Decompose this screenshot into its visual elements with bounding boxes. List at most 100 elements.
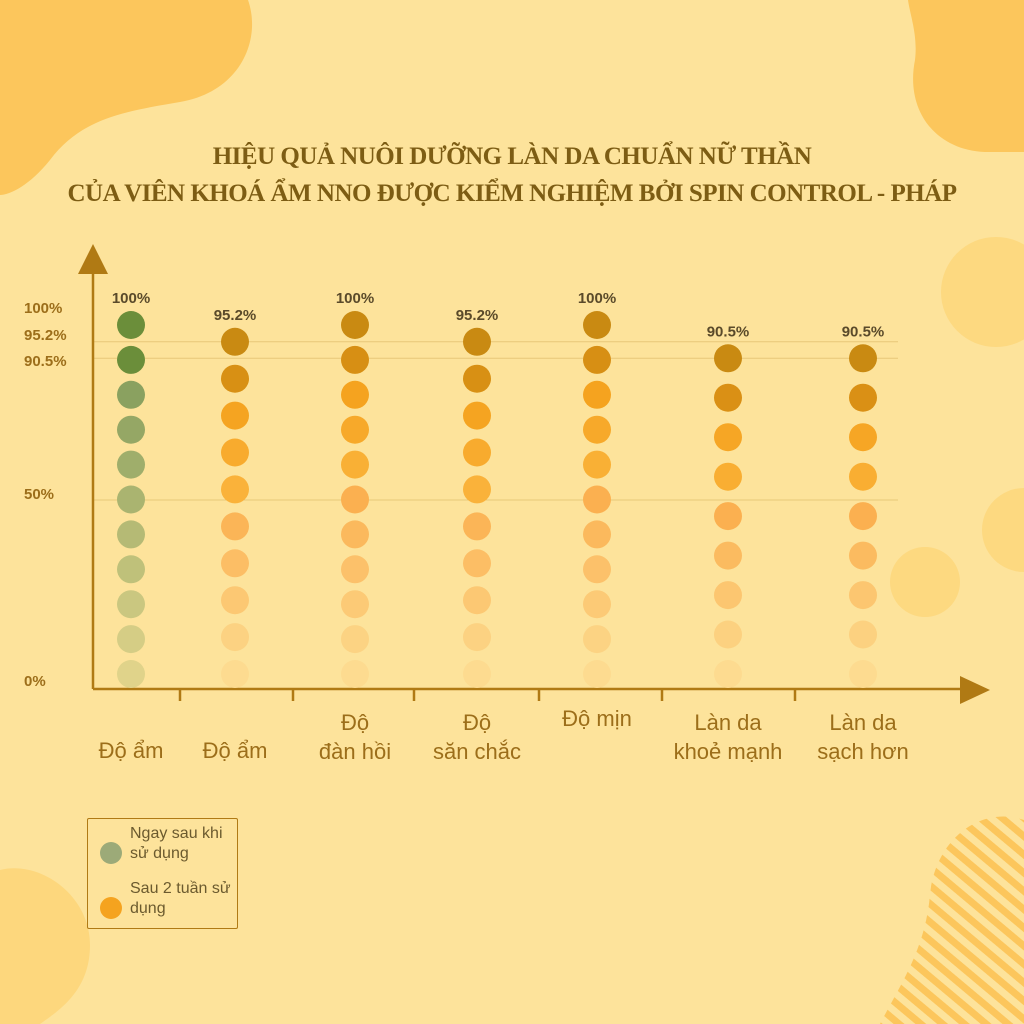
data-dot-3-3 <box>463 438 491 467</box>
column-0: 100% <box>112 290 150 688</box>
data-dot-2-5 <box>341 485 369 514</box>
data-dot-5-1 <box>714 383 742 412</box>
data-dot-6-6 <box>849 581 877 610</box>
data-dot-5-3 <box>714 462 742 491</box>
category-label-3: Độ săn chắc <box>433 710 521 764</box>
data-dot-1-7 <box>221 586 249 615</box>
data-dot-0-8 <box>117 590 145 619</box>
data-dot-2-10 <box>341 660 369 688</box>
data-dot-0-4 <box>117 450 145 479</box>
data-dot-6-7 <box>849 620 877 649</box>
circle-right-1 <box>941 237 1024 347</box>
data-dot-0-5 <box>117 485 145 514</box>
data-dot-4-6 <box>583 520 611 549</box>
data-dot-0-1 <box>117 345 145 374</box>
data-dot-4-8 <box>583 590 611 619</box>
data-dot-5-0 <box>714 344 742 373</box>
data-dot-5-5 <box>714 541 742 570</box>
legend: Ngay sau khi sử dụng Sau 2 tuần sử dụng <box>87 818 238 929</box>
data-dot-1-5 <box>221 512 249 541</box>
data-dot-3-7 <box>463 586 491 615</box>
category-label-6-line-0: Làn da <box>829 710 897 735</box>
data-dot-4-7 <box>583 555 611 584</box>
data-dot-6-1 <box>849 383 877 412</box>
data-dot-2-1 <box>341 345 369 374</box>
category-label-3-line-0: Độ <box>463 710 491 735</box>
category-label-0-line-0: Độ ẩm <box>99 738 164 763</box>
data-dot-0-0 <box>117 311 145 339</box>
blob-top-left <box>0 0 253 195</box>
data-dot-1-3 <box>221 438 249 467</box>
data-dot-6-8 <box>849 660 877 688</box>
category-label-6: Làn da sạch hơn <box>817 710 908 764</box>
data-dot-6-0 <box>849 344 877 373</box>
data-dot-0-3 <box>117 415 145 444</box>
data-dot-2-8 <box>341 590 369 619</box>
blob-top-right <box>908 0 1024 152</box>
data-dot-1-1 <box>221 364 249 393</box>
legend-label-immediate: Ngay sau khi sử dụng <box>130 825 223 862</box>
value-label-2: 100% <box>336 290 374 307</box>
data-dot-4-10 <box>583 660 611 688</box>
y-tick-label-1: 50% <box>24 486 54 503</box>
y-tick-label-0: 0% <box>24 673 46 690</box>
data-dot-2-6 <box>341 520 369 549</box>
data-dot-3-9 <box>463 660 491 688</box>
category-label-6-line-1: sạch hơn <box>817 739 908 764</box>
data-dot-1-2 <box>221 401 249 430</box>
blob-bottom-left <box>0 868 90 1024</box>
category-label-3-line-1: săn chắc <box>433 739 521 764</box>
y-tick-label-2: 90.5% <box>24 353 67 370</box>
x-axis-arrow <box>960 676 990 704</box>
data-dot-5-4 <box>714 502 742 531</box>
category-label-4-line-0: Độ mịn <box>562 706 632 731</box>
data-dot-2-3 <box>341 415 369 444</box>
category-label-1-line-0: Độ ẩm <box>203 738 268 763</box>
data-dot-0-6 <box>117 520 145 549</box>
value-label-1: 95.2% <box>214 307 257 324</box>
data-dot-4-3 <box>583 415 611 444</box>
data-dot-6-5 <box>849 541 877 570</box>
data-dot-3-2 <box>463 401 491 430</box>
column-2: 100% <box>336 290 374 688</box>
data-dot-2-4 <box>341 450 369 479</box>
data-dot-0-9 <box>117 625 145 654</box>
y-axis-arrow <box>78 244 108 274</box>
data-dot-1-9 <box>221 660 249 688</box>
legend-label-after-2-weeks: Sau 2 tuần sử dụng <box>130 880 231 917</box>
data-dot-5-2 <box>714 423 742 452</box>
data-dot-5-7 <box>714 620 742 649</box>
data-dot-3-4 <box>463 475 491 504</box>
x-axis-ticks <box>178 689 797 701</box>
category-label-5: Làn da khoẻ mạnh <box>674 710 783 764</box>
column-5: 90.5% <box>707 323 750 688</box>
data-dot-6-4 <box>849 502 877 531</box>
data-dot-2-2 <box>341 380 369 409</box>
data-dot-2-0 <box>341 311 369 339</box>
circle-right-2 <box>982 488 1024 572</box>
data-dot-6-2 <box>849 423 877 452</box>
category-label-5-line-1: khoẻ mạnh <box>674 739 783 764</box>
data-dot-3-8 <box>463 623 491 652</box>
value-label-6: 90.5% <box>842 323 885 340</box>
circle-right-3 <box>890 547 960 617</box>
data-dot-3-6 <box>463 549 491 578</box>
category-label-5-line-0: Làn da <box>694 710 762 735</box>
data-dot-4-5 <box>583 485 611 514</box>
data-dot-0-2 <box>117 380 145 409</box>
data-dot-3-1 <box>463 364 491 393</box>
data-dot-5-8 <box>714 660 742 688</box>
category-label-2: Độ đàn hồi <box>319 710 391 764</box>
value-label-4: 100% <box>578 290 616 307</box>
y-tick-label-3: 95.2% <box>24 327 67 344</box>
data-dot-4-0 <box>583 311 611 339</box>
data-dot-2-7 <box>341 555 369 584</box>
data-dot-0-10 <box>117 660 145 688</box>
value-label-5: 90.5% <box>707 323 750 340</box>
y-tick-label-4: 100% <box>24 300 62 317</box>
axes <box>78 244 990 704</box>
chart-title-line-1: HIỆU QUẢ NUÔI DƯỠNG LÀN DA CHUẨN NỮ THẦN <box>212 143 812 170</box>
column-3: 95.2% <box>456 307 498 688</box>
